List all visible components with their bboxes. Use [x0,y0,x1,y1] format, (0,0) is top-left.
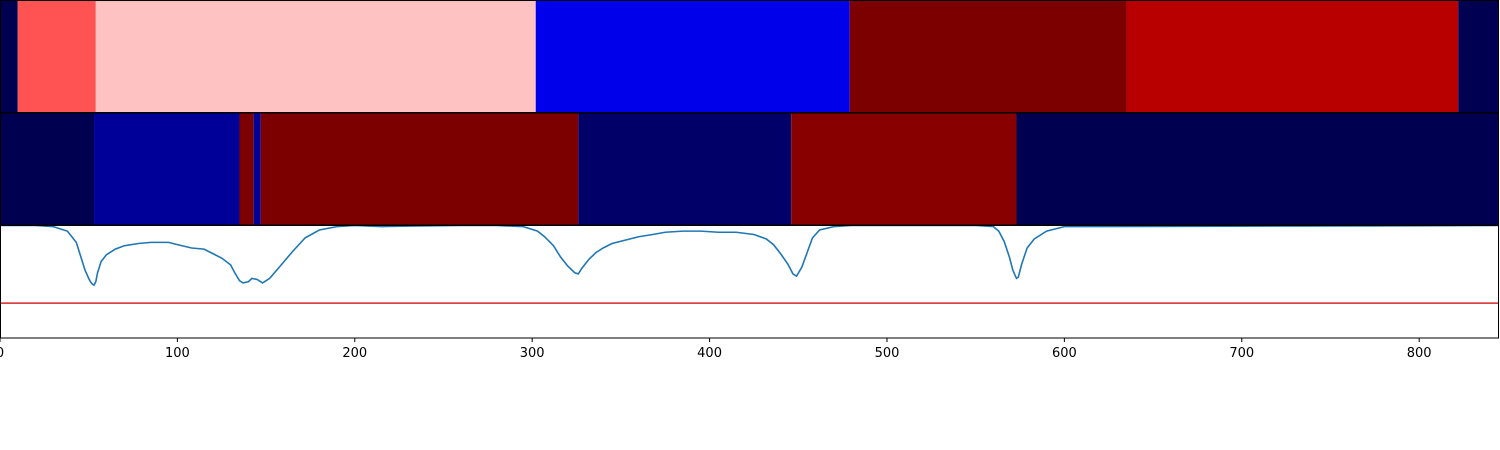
panel-frames [0,0,1499,339]
track-1-segment [95,0,536,113]
panel-3-frame [0,225,1499,339]
track-1-segment [849,0,1127,113]
track-1-segment [535,0,850,113]
x-tick-label: 700 [1229,346,1254,361]
track-2-segment [253,112,261,225]
track-1-segment [1458,0,1499,113]
x-tick-label: 500 [875,346,900,361]
x-tick-label: 200 [342,346,367,361]
track-2-segment [1016,112,1499,225]
track-2-segment [260,112,579,225]
x-tick-label: 600 [1052,346,1077,361]
x-tick-label: 100 [165,346,190,361]
heatmap-tracks [0,0,1499,225]
signal-line [0,224,1500,287]
track-1-segment [0,0,18,113]
track-2-segment [94,112,240,225]
x-tick-label: 800 [1407,346,1432,361]
track-2-segment [791,112,1017,225]
x-axis: 0 100 200 300 400 500 600 700 800 [0,338,1432,361]
track-2-segment [578,112,792,225]
line-panel [0,224,1500,304]
x-tick-label: 400 [697,346,722,361]
track-2-segment [239,112,254,225]
x-tick-label: 0 [0,346,4,361]
track-1-segment [1126,0,1459,113]
x-tick-label: 300 [520,346,545,361]
track-2-segment [0,112,95,225]
track-1-segment [17,0,96,113]
